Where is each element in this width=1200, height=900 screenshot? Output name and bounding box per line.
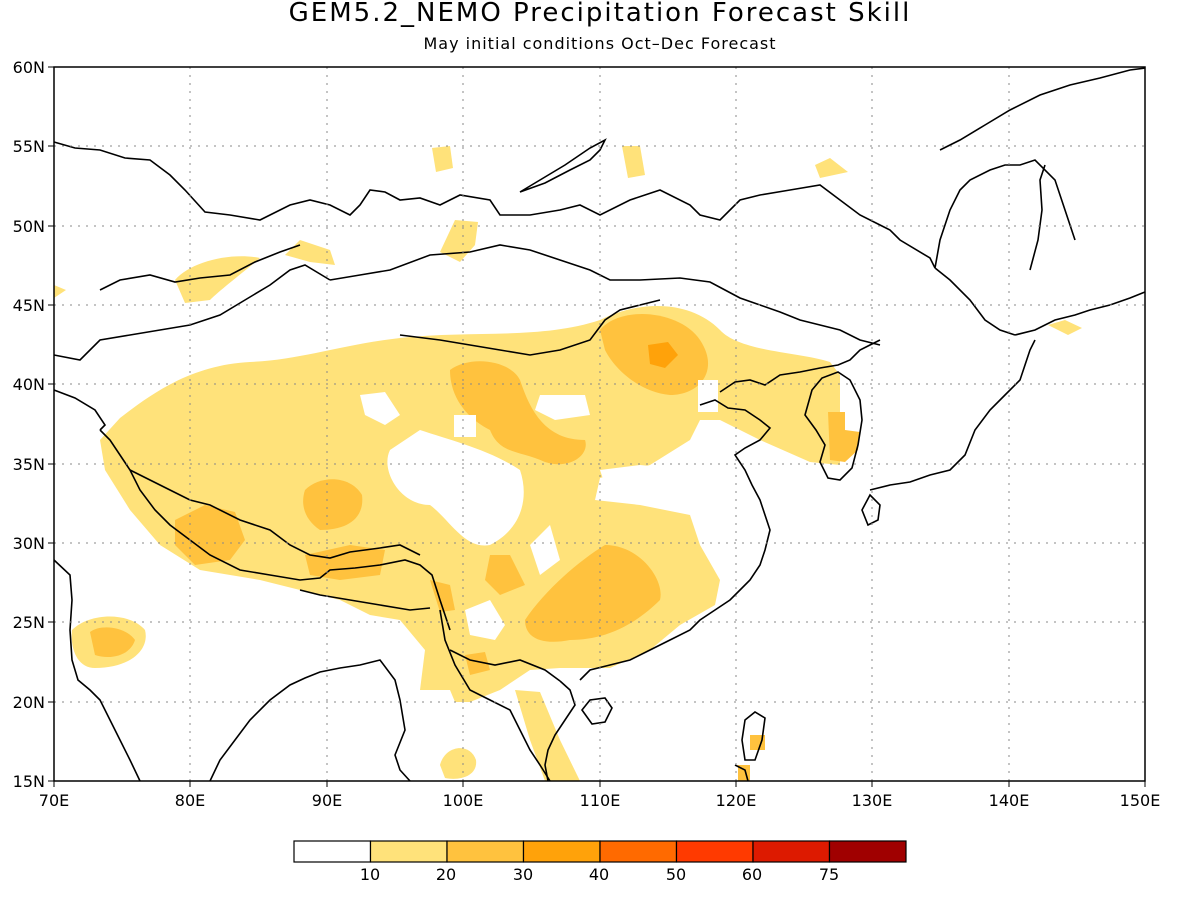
colorbar-swatch: [293, 840, 372, 863]
russia-far-east: [934, 159, 1076, 336]
skill-region-10-20-bay: [440, 748, 477, 779]
skill-hole-qinghai: [387, 430, 524, 546]
skill-gap-1: [454, 415, 476, 437]
skill-region-20-30-laos: [465, 652, 490, 675]
colorbar-swatch: [369, 840, 448, 863]
lon-label: 100E: [443, 791, 484, 810]
skill-region-20-30-sw: [485, 555, 525, 595]
colorbar-swatch: [446, 840, 525, 863]
lat-label: 35N: [13, 455, 45, 474]
skill-region-20-30-center: [450, 361, 586, 465]
colorbar-label: 50: [666, 865, 686, 884]
vietnam-coast: [544, 680, 576, 782]
coast-shandong: [579, 399, 772, 681]
skill-region-20-30-south: [525, 545, 661, 642]
skill-region-10-20-sea: [515, 690, 580, 781]
china-tibet-border: [299, 589, 431, 611]
colorbar: [293, 840, 907, 863]
border-china-north: [399, 299, 661, 356]
kz-north: [99, 244, 301, 291]
japan-hokkaido: [1014, 291, 1146, 336]
lat-label: 50N: [13, 217, 45, 236]
colorbar-swatch: [675, 840, 754, 863]
colorbar-labels: 10 20 30 40 50 60 75: [360, 865, 839, 884]
skill-gap-2: [698, 380, 718, 412]
coastlines: [53, 67, 1146, 782]
skill-region-30-40: [648, 342, 678, 368]
skill-region-20-30-taiwan: [750, 735, 765, 750]
lat-label: 30N: [13, 534, 45, 553]
skill-region-20-30-korea: [828, 412, 860, 462]
lon-label: 70E: [39, 791, 69, 810]
skill-hole-gobi: [535, 395, 590, 420]
philippines: [734, 764, 749, 782]
kazakh-border: [53, 264, 331, 361]
gridlines: [54, 67, 1145, 781]
lon-label: 140E: [989, 791, 1030, 810]
map-subtitle: May initial conditions Oct–Dec Forecast: [423, 34, 777, 53]
coast-bohai: [719, 339, 881, 393]
lon-label: 130E: [852, 791, 893, 810]
skill-hole-sichuan: [530, 525, 560, 575]
colorbar-swatch: [522, 840, 601, 863]
india-border: [99, 429, 451, 631]
hainan: [580, 697, 613, 725]
map-title: GEM5.2_NEMO Precipitation Forecast Skill: [288, 0, 912, 28]
lon-label: 90E: [312, 791, 342, 810]
skill-region-10-20-north: [175, 256, 260, 303]
baikal-lake: [519, 138, 607, 193]
skill-region-20-30-india: [90, 627, 135, 658]
colorbar-swatch: [828, 840, 907, 863]
central-asia-border: [53, 389, 107, 431]
axis-ticks: [48, 66, 1146, 787]
lat-label: 40N: [13, 375, 45, 394]
lon-tick-labels: 70E 80E 90E 100E 110E 120E 130E 140E 150…: [39, 791, 1161, 810]
lon-label: 150E: [1120, 791, 1161, 810]
kamchatka-top: [939, 67, 1146, 151]
himalaya-border: [129, 469, 421, 559]
colorbar-label: 75: [819, 865, 839, 884]
indochina-border: [449, 649, 561, 682]
india-coast: [53, 559, 141, 782]
lat-tick-labels: 60N 55N 50N 45N 40N 35N 30N 25N 20N 15N: [13, 58, 45, 791]
lat-label: 60N: [13, 58, 45, 77]
colorbar-label: 20: [436, 865, 456, 884]
skill-region-10-20-n3: [815, 158, 848, 178]
sakhalin: [1029, 164, 1046, 271]
skill-hole-yunnan: [465, 600, 505, 640]
skill-region-20-30-tibet1: [303, 479, 363, 530]
skill-region-10-20-w: [54, 285, 66, 298]
korea-peninsula: [804, 371, 863, 481]
japan-honshu: [869, 339, 1036, 491]
bay-of-bengal-coast: [209, 659, 411, 782]
lon-label: 80E: [175, 791, 205, 810]
myanmar-thai: [439, 609, 551, 782]
lat-label: 25N: [13, 613, 45, 632]
lat-label: 15N: [13, 772, 45, 791]
colorbar-label: 30: [513, 865, 533, 884]
lon-label: 120E: [716, 791, 757, 810]
border-mongolia: [329, 244, 881, 346]
kyushu: [861, 493, 881, 527]
skill-region-10-20-jp: [1048, 320, 1082, 335]
lat-label: 45N: [13, 296, 45, 315]
colorbar-label: 60: [742, 865, 762, 884]
colorbar-swatch: [599, 840, 678, 863]
skill-region-10-20-n2: [622, 146, 645, 178]
skill-region-20-30-tibet2: [175, 505, 245, 565]
coastline-arctic-west: [53, 141, 936, 269]
skill-hole-east: [600, 465, 700, 505]
lon-label: 110E: [580, 791, 621, 810]
colorbar-label: 10: [360, 865, 380, 884]
lat-label: 55N: [13, 137, 45, 156]
taiwan: [741, 711, 766, 761]
colorbar-swatch: [752, 840, 831, 863]
colorbar-label: 40: [589, 865, 609, 884]
lat-label: 20N: [13, 693, 45, 712]
skill-region-10-20-n1: [432, 146, 453, 172]
skill-hole-tarim: [360, 392, 400, 425]
skill-region-20-30-tibet3: [305, 545, 385, 580]
